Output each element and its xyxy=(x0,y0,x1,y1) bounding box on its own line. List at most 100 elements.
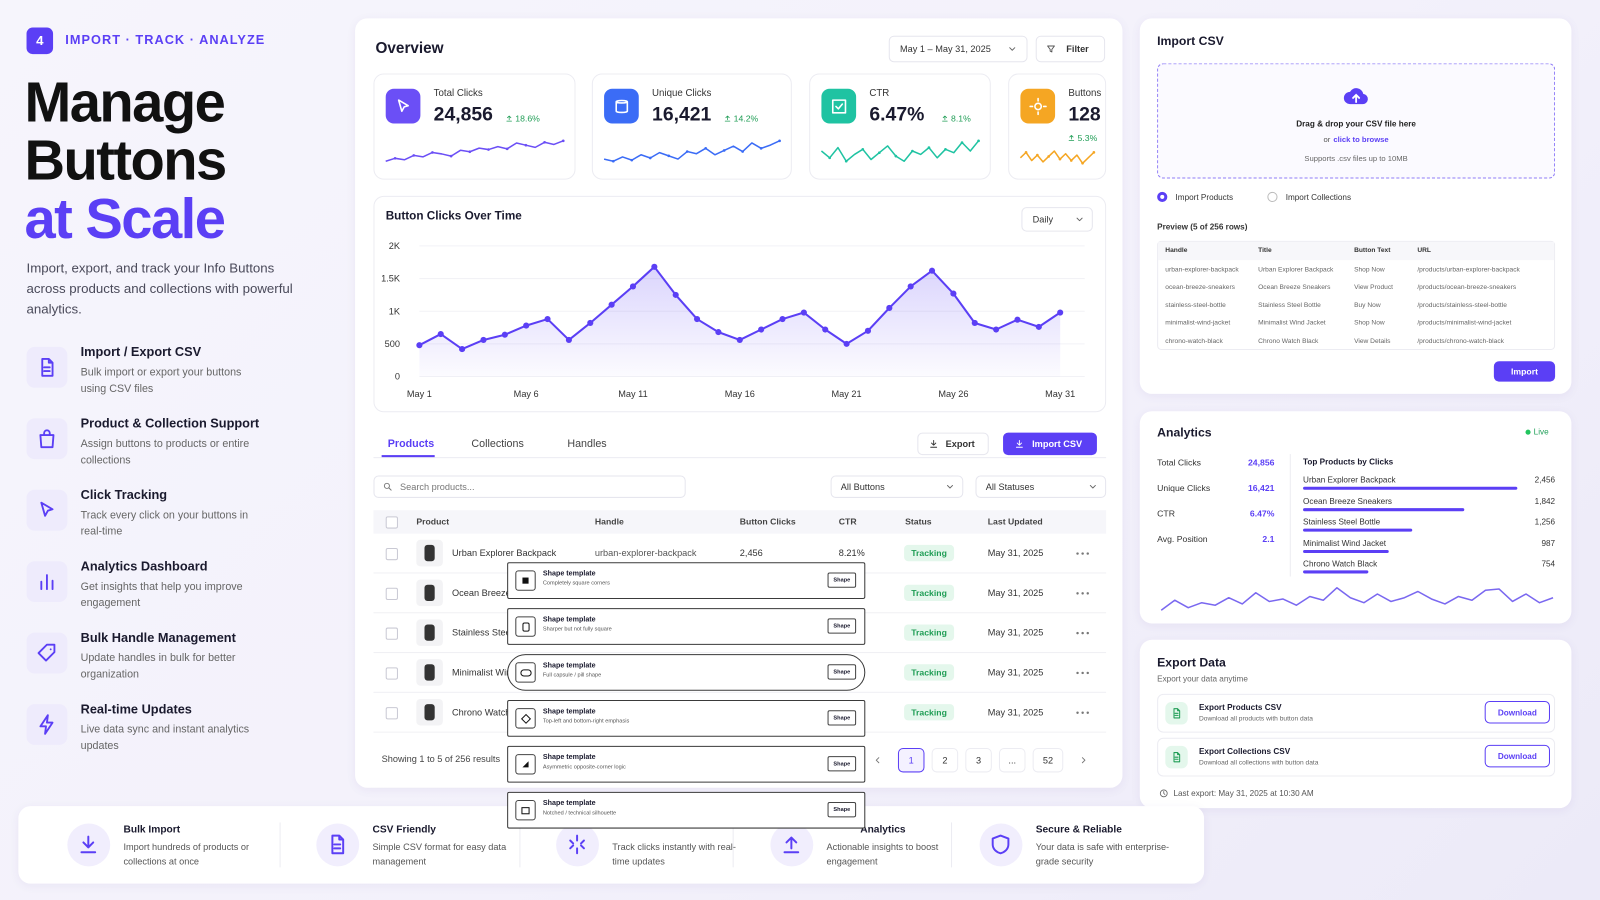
button[interactable]: Filter xyxy=(1035,35,1106,63)
shape-icon xyxy=(515,570,536,591)
tab[interactable]: Collections xyxy=(471,437,524,450)
sparkline-path xyxy=(1160,586,1554,611)
checkbox[interactable] xyxy=(385,547,398,561)
icon xyxy=(770,823,814,867)
checkbox[interactable] xyxy=(385,667,398,680)
shape-template[interactable] xyxy=(507,608,866,645)
icon-path xyxy=(1076,217,1083,222)
icon-path xyxy=(942,115,948,122)
icon-path xyxy=(615,99,628,113)
shape-template[interactable] xyxy=(507,745,866,783)
icon-glyph xyxy=(40,574,54,591)
button[interactable]: Import CSV xyxy=(1003,432,1097,456)
bar xyxy=(1303,549,1390,553)
kpi-label: CTR xyxy=(869,87,890,99)
sparkline-dot xyxy=(561,139,565,143)
button[interactable]: 52 xyxy=(1032,747,1064,773)
point xyxy=(1014,316,1021,323)
checkbox[interactable] xyxy=(385,516,398,529)
button[interactable]: Export xyxy=(917,432,989,456)
shape-template[interactable] xyxy=(507,562,866,599)
button[interactable]: ... xyxy=(998,747,1026,773)
icon-path xyxy=(37,643,56,662)
benefit-title: Secure & Reliable xyxy=(1035,824,1122,836)
tab[interactable]: Products xyxy=(387,437,435,450)
radio[interactable] xyxy=(1267,191,1278,203)
button[interactable]: Daily xyxy=(1021,207,1093,232)
shape-template[interactable] xyxy=(507,654,866,691)
hero-description: Import, export, and track your Info Butt… xyxy=(26,260,293,317)
button[interactable]: May 1 – May 31, 2025 xyxy=(888,35,1028,63)
button[interactable]: Import xyxy=(1493,361,1556,382)
button[interactable]: Download xyxy=(1484,701,1550,724)
status-pill: Tracking xyxy=(904,624,955,641)
button[interactable]: 2 xyxy=(931,747,959,773)
y-tick-label: 1K xyxy=(389,306,401,316)
icon-path xyxy=(1015,440,1023,448)
shape-icon xyxy=(515,799,536,821)
sparkline xyxy=(385,139,565,162)
shape-description: Notched / technical silhouette xyxy=(542,810,617,817)
point xyxy=(715,329,722,336)
checkbox[interactable] xyxy=(385,707,398,720)
search-box[interactable] xyxy=(373,475,686,498)
point xyxy=(416,342,423,349)
preview-header xyxy=(1158,241,1555,261)
shape-glyph xyxy=(522,761,529,768)
button[interactable]: All Buttons xyxy=(830,475,964,498)
row-menu xyxy=(1076,552,1089,555)
point xyxy=(437,331,444,338)
sparkline-dot xyxy=(944,147,947,151)
export-description: Download all collections with button dat… xyxy=(1198,759,1319,767)
menu-dot xyxy=(1076,592,1079,595)
preview-cell: Chrono Watch Black xyxy=(1258,337,1319,345)
sparkline-dot xyxy=(704,147,708,150)
product-image xyxy=(424,704,435,721)
point xyxy=(523,322,530,329)
tab[interactable]: Handles xyxy=(567,437,607,450)
icon-path xyxy=(80,836,97,854)
feature-description: Track every click on your buttons in rea… xyxy=(80,509,249,538)
sparkline-dot xyxy=(911,149,914,153)
stat-label: Avg. Position xyxy=(1157,533,1208,544)
dropzone[interactable] xyxy=(1157,63,1556,179)
sparkline-dot xyxy=(844,159,848,163)
button[interactable]: Download xyxy=(1484,744,1550,768)
button[interactable]: Shape xyxy=(827,710,857,726)
shape-template[interactable] xyxy=(507,791,866,829)
checkbox[interactable] xyxy=(385,627,398,640)
preview-cell: View Product xyxy=(1354,284,1394,292)
column-header: Last Updated xyxy=(987,516,1043,527)
icon-path xyxy=(397,98,409,112)
point xyxy=(544,315,551,323)
browse-link[interactable]: click to browse xyxy=(1333,134,1389,144)
button[interactable]: 1 xyxy=(897,747,925,773)
button[interactable]: 3 xyxy=(965,747,992,773)
button[interactable]: Shape xyxy=(827,664,857,680)
sparkline-dot xyxy=(894,154,898,158)
checkbox[interactable] xyxy=(385,587,398,600)
column-header: Status xyxy=(905,516,932,527)
button[interactable]: All Statuses xyxy=(975,475,1107,498)
button[interactable]: Shape xyxy=(827,802,857,818)
icon xyxy=(26,418,68,460)
icon-path xyxy=(875,757,880,764)
button[interactable]: Shape xyxy=(827,618,857,634)
icon xyxy=(26,489,68,531)
radio-label: Import Collections xyxy=(1285,192,1352,203)
badge: 4 xyxy=(26,27,54,55)
button[interactable]: Shape xyxy=(827,572,857,588)
shape-template[interactable] xyxy=(507,699,866,737)
product-name: Stainless Steel Bottle xyxy=(1303,517,1381,527)
card-title: Import CSV xyxy=(1157,33,1224,48)
button[interactable]: Shape xyxy=(827,756,857,772)
product-name: Ocean Breeze Sneakers xyxy=(1303,496,1393,506)
radio[interactable] xyxy=(1157,191,1168,203)
sparkline-dot xyxy=(393,156,397,160)
stat-label: CTR xyxy=(1157,508,1175,519)
export-description: Download all products with button data xyxy=(1198,715,1313,723)
point xyxy=(459,346,466,353)
icon-glyph xyxy=(1173,751,1181,763)
y-tick-label: 0 xyxy=(395,372,400,382)
icon-path xyxy=(1173,708,1181,719)
